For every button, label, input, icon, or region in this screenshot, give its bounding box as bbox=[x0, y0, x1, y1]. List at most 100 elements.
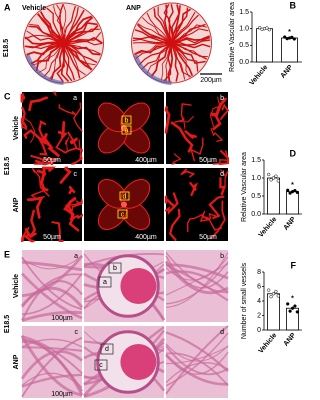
lens bbox=[120, 344, 157, 380]
vessel bbox=[186, 213, 204, 233]
tissue bbox=[21, 272, 83, 316]
y-tick-label: 8 bbox=[257, 269, 261, 276]
data-point bbox=[286, 188, 290, 192]
tissue bbox=[21, 255, 84, 298]
vessel bbox=[201, 213, 219, 221]
y-tick-label: 0.5 bbox=[239, 42, 249, 49]
vessel bbox=[171, 42, 208, 58]
image-label: d bbox=[220, 171, 224, 178]
vessel bbox=[46, 7, 65, 44]
y-tick-label: 1.5 bbox=[251, 157, 261, 164]
vessel bbox=[180, 168, 196, 178]
vessel bbox=[69, 200, 82, 220]
tissue bbox=[165, 343, 229, 362]
box-label: b bbox=[125, 117, 129, 124]
vessel bbox=[164, 4, 173, 44]
tissue bbox=[165, 252, 229, 309]
inset-box bbox=[117, 209, 128, 219]
vessel bbox=[170, 42, 179, 82]
vessel bbox=[62, 22, 98, 44]
tissue bbox=[20, 286, 84, 309]
tissue bbox=[165, 325, 229, 395]
data-point bbox=[267, 288, 271, 292]
panel-label: E bbox=[4, 249, 10, 259]
vessel bbox=[35, 159, 54, 166]
scale-label: 50µm bbox=[43, 157, 61, 164]
inset-box bbox=[94, 359, 108, 371]
vessel bbox=[37, 13, 65, 44]
vessel bbox=[163, 42, 173, 82]
tissue bbox=[21, 340, 84, 396]
vessel bbox=[179, 115, 194, 129]
data-point bbox=[290, 306, 295, 310]
box-label: d bbox=[123, 193, 127, 200]
stage-label: E18.5 bbox=[4, 157, 11, 175]
inset-box bbox=[100, 343, 114, 355]
data-point bbox=[267, 172, 271, 177]
tissue bbox=[165, 351, 229, 375]
vessel bbox=[165, 42, 172, 82]
vessel bbox=[26, 42, 64, 56]
stage-label: E18.5 bbox=[4, 315, 11, 333]
image-label: b bbox=[220, 95, 224, 102]
tissue bbox=[21, 335, 83, 375]
tissue bbox=[21, 255, 83, 270]
vessel bbox=[29, 23, 64, 44]
scale-label: 50µm bbox=[199, 157, 217, 164]
vessel bbox=[21, 226, 30, 242]
vessel bbox=[212, 150, 229, 165]
vessel bbox=[63, 24, 99, 44]
data-point bbox=[295, 310, 299, 314]
inset-box bbox=[108, 262, 122, 274]
vessel bbox=[51, 221, 64, 242]
tissue bbox=[165, 270, 229, 294]
vessel bbox=[174, 103, 192, 123]
vessel bbox=[220, 169, 229, 189]
vessel bbox=[36, 169, 49, 192]
tissue bbox=[21, 373, 83, 388]
vessel bbox=[63, 42, 98, 64]
vessel bbox=[170, 42, 194, 77]
vessel bbox=[146, 42, 172, 74]
tissue bbox=[21, 256, 83, 311]
tissue bbox=[165, 332, 229, 387]
bar bbox=[267, 177, 280, 215]
vessel bbox=[210, 96, 221, 128]
scale-label: 50µm bbox=[199, 234, 217, 241]
scale-label: 400µm bbox=[135, 157, 157, 164]
vessel bbox=[63, 197, 77, 216]
vessel bbox=[31, 167, 50, 197]
bar bbox=[267, 293, 280, 331]
images bbox=[12, 2, 230, 398]
vessel bbox=[70, 213, 84, 221]
figure: A Vehicle ANP E18.5 200µm C E18.5 Vehicl… bbox=[3, 0, 302, 398]
vessel bbox=[171, 11, 196, 44]
data-point bbox=[293, 188, 297, 193]
y-axis-label: Relative Vascular area bbox=[229, 2, 236, 72]
vessel bbox=[26, 196, 44, 219]
tissue bbox=[165, 362, 229, 384]
image-label: d bbox=[220, 329, 224, 336]
row-label: ANP bbox=[13, 197, 20, 212]
data-point bbox=[274, 289, 278, 294]
optic-disc bbox=[121, 201, 127, 208]
data-point bbox=[271, 176, 276, 180]
tissue bbox=[165, 264, 229, 302]
tissue bbox=[165, 255, 229, 289]
inset-box bbox=[119, 191, 130, 201]
tissue bbox=[165, 345, 229, 376]
retina-edge bbox=[133, 54, 172, 85]
vessel bbox=[171, 14, 199, 44]
vessel bbox=[170, 4, 180, 44]
panel-label: A bbox=[4, 2, 11, 12]
panel-label: D bbox=[290, 148, 297, 158]
scale-label: 400µm bbox=[135, 234, 157, 241]
vessel bbox=[28, 209, 37, 239]
retina-edge bbox=[25, 54, 64, 85]
vessel bbox=[70, 139, 83, 165]
vessel bbox=[53, 91, 57, 97]
box-label: a bbox=[103, 279, 107, 286]
vessel bbox=[184, 129, 197, 139]
bar bbox=[286, 191, 299, 215]
y-tick-label: 0.0 bbox=[239, 59, 249, 66]
